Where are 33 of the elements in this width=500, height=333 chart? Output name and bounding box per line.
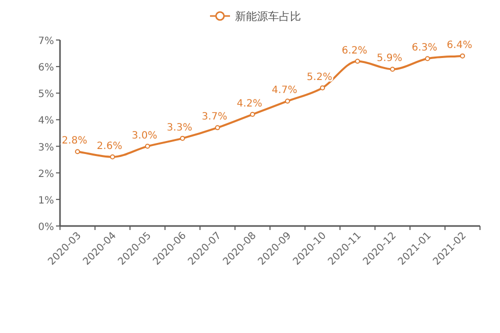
point bbox=[320, 85, 325, 90]
data-label: 2.6% bbox=[96, 140, 122, 152]
data-label: 3.0% bbox=[132, 130, 158, 142]
y-tick-label: 6% bbox=[38, 62, 54, 74]
data-label: 4.7% bbox=[272, 85, 298, 96]
data-label: 6.2% bbox=[342, 45, 368, 56]
point bbox=[110, 154, 115, 160]
data-label: 2.8% bbox=[62, 136, 88, 147]
point bbox=[355, 58, 360, 64]
y-tick-label: 1% bbox=[38, 195, 54, 206]
point bbox=[425, 56, 430, 62]
point bbox=[390, 66, 395, 72]
data-label: 4.2% bbox=[236, 98, 262, 110]
point bbox=[75, 149, 80, 154]
point bbox=[180, 136, 185, 141]
point bbox=[215, 125, 220, 130]
point bbox=[250, 112, 255, 117]
data-label: 5.9% bbox=[376, 53, 402, 64]
y-tick-label: 3% bbox=[38, 142, 54, 154]
data-label: 3.3% bbox=[166, 122, 192, 134]
y-tick-label: 5% bbox=[38, 89, 54, 100]
point bbox=[145, 144, 150, 149]
data-label: 5.2% bbox=[306, 72, 332, 83]
y-tick-label: 0% bbox=[38, 222, 54, 233]
data-label: 6.3% bbox=[412, 42, 438, 54]
data-label: 3.7% bbox=[202, 112, 228, 123]
point bbox=[285, 98, 290, 104]
y-tick-label: 7% bbox=[38, 36, 54, 47]
y-tick-label: 4% bbox=[38, 116, 54, 127]
y-tick-label: 2% bbox=[38, 168, 54, 180]
data-label: 6.4% bbox=[446, 40, 472, 51]
point bbox=[460, 53, 465, 58]
legend-label: 新能源车占比 bbox=[235, 10, 301, 23]
